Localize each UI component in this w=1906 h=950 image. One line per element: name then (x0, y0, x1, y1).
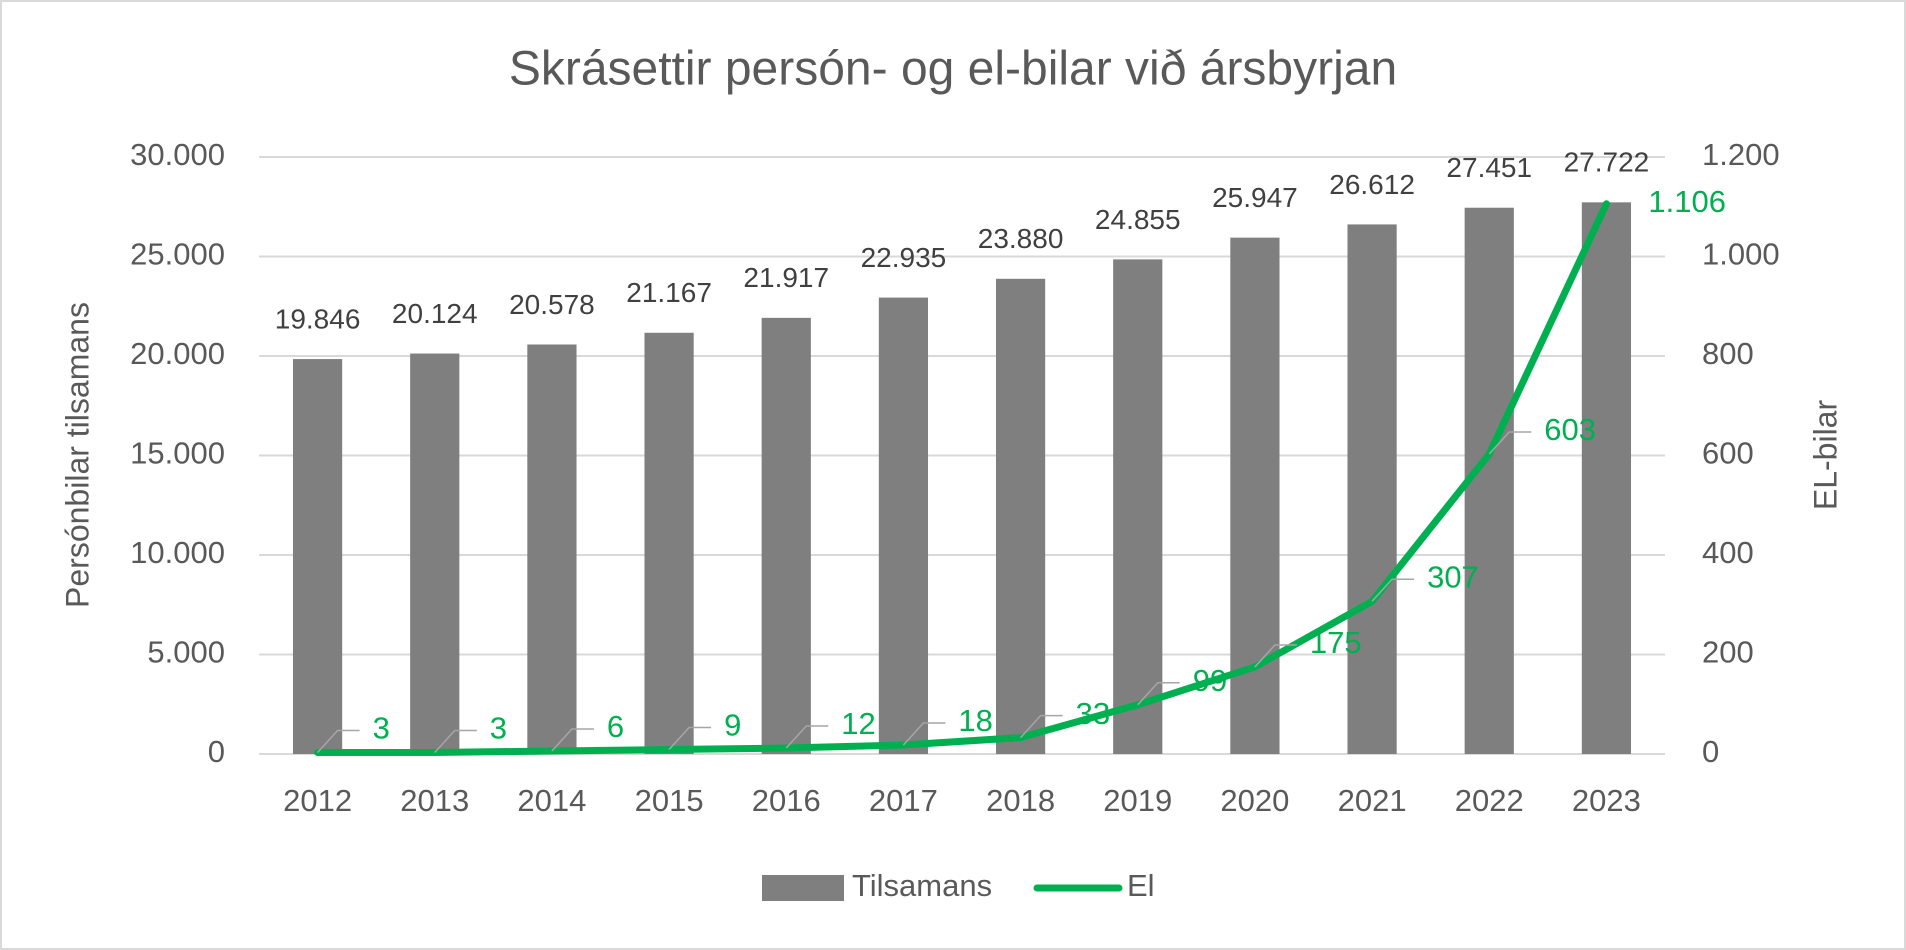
bar-value-label: 20.578 (509, 289, 595, 320)
bar-value-label: 25.947 (1212, 182, 1298, 213)
x-tick-label: 2021 (1338, 783, 1407, 818)
chart-title: Skrásettir persón- og el-bilar við ársby… (509, 43, 1397, 96)
bar-value-label: 23.880 (978, 223, 1064, 254)
legend-swatch (762, 875, 844, 901)
bar (878, 297, 929, 754)
x-tick-label: 2015 (635, 783, 704, 818)
x-tick-label: 2023 (1572, 783, 1641, 818)
line-value-label: 9 (724, 708, 741, 743)
x-tick-label: 2020 (1220, 783, 1289, 818)
bar (1113, 259, 1163, 754)
bar (292, 359, 343, 754)
leader-line (317, 729, 360, 754)
bar (995, 278, 1046, 754)
y-tick-label: 30.000 (130, 137, 225, 172)
bar-value-label: 21.917 (743, 262, 829, 293)
line-value-label: 1.106 (1648, 184, 1726, 219)
y2-tick-label: 200 (1702, 635, 1754, 670)
y2-tick-label: 0 (1702, 734, 1719, 769)
line (314, 200, 1610, 757)
y-tick-label: 25.000 (130, 237, 225, 272)
bar-value-label: 26.612 (1329, 169, 1415, 200)
line-value-label: 3 (490, 711, 507, 746)
bar-value-label: 24.855 (1095, 204, 1181, 235)
bar (1464, 207, 1514, 754)
leader-line (902, 722, 946, 746)
bar (1230, 237, 1280, 755)
bar (527, 344, 577, 754)
bar-value-label: 20.124 (392, 298, 478, 329)
line-value-label: 33 (1076, 696, 1110, 731)
y-axis-label: Persónbilar tilsamans (59, 302, 95, 608)
y2-tick-label: 1.200 (1702, 137, 1780, 172)
leader-line (1488, 431, 1532, 455)
y2-axis-label: EL-bilar (1807, 400, 1843, 511)
line-value-label: 6 (607, 709, 624, 744)
bar-value-label: 19.846 (275, 303, 361, 334)
x-tick-label: 2014 (517, 783, 586, 818)
x-tick-label: 2019 (1103, 783, 1172, 818)
y2-tick-label: 600 (1702, 436, 1754, 471)
x-tick-label: 2012 (283, 783, 352, 818)
leader-line (1020, 714, 1063, 739)
y2-tick-label: 1.000 (1702, 237, 1780, 272)
bar (1581, 202, 1632, 754)
line-value-label: 603 (1544, 412, 1596, 447)
leader-line (1254, 644, 1297, 668)
x-tick-label: 2022 (1455, 783, 1524, 818)
x-tick-label: 2013 (400, 783, 469, 818)
bar (644, 332, 694, 754)
leader-line (1371, 578, 1415, 602)
y2-tick-label: 800 (1702, 336, 1754, 371)
bar (761, 317, 811, 754)
line-value-label: 99 (1193, 663, 1227, 698)
leader-line (551, 728, 594, 752)
leader-line (668, 726, 712, 751)
legend-label: El (1127, 868, 1155, 903)
leader-line (1137, 681, 1180, 706)
x-tick-label: 2018 (986, 783, 1055, 818)
bar-value-label: 21.167 (626, 277, 712, 308)
y-tick-label: 15.000 (130, 436, 225, 471)
line-value-label: 18 (958, 703, 992, 738)
y-tick-label: 20.000 (130, 336, 225, 371)
bar (1347, 224, 1397, 754)
x-tick-label: 2017 (869, 783, 938, 818)
legend-label: Tilsamans (852, 868, 992, 903)
y-tick-label: 0 (208, 734, 225, 769)
bar-value-label: 22.935 (861, 242, 947, 273)
bar (410, 353, 460, 754)
bar-value-label: 27.451 (1446, 152, 1532, 183)
y-tick-label: 5.000 (147, 635, 225, 670)
leader-line (434, 729, 477, 754)
line-value-label: 12 (841, 706, 875, 741)
line-value-label: 307 (1427, 559, 1479, 594)
y2-tick-label: 400 (1702, 535, 1754, 570)
bar-value-label: 27.722 (1564, 147, 1650, 178)
leader-line (785, 725, 829, 749)
x-tick-label: 2016 (752, 783, 821, 818)
line-value-label: 3 (373, 711, 390, 746)
y-tick-label: 10.000 (130, 535, 225, 570)
line-value-label: 175 (1310, 625, 1362, 660)
